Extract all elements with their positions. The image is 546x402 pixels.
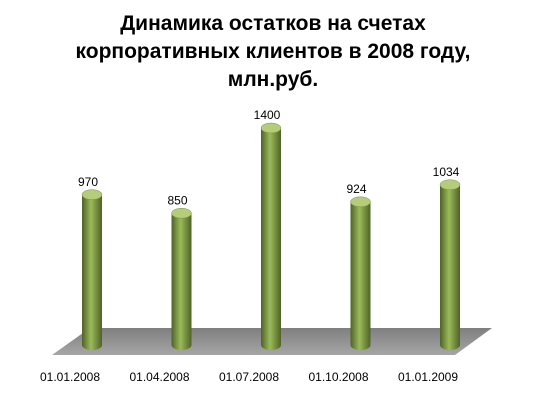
value-label: 970 <box>78 175 98 189</box>
bar-top <box>260 122 282 134</box>
bar-top <box>81 189 103 200</box>
x-tick-label: 01.01.2009 <box>398 370 458 384</box>
bar-top <box>171 208 192 219</box>
value-label: 1400 <box>254 108 281 122</box>
value-label: 924 <box>346 182 366 196</box>
chart-title: Динамика остатков на счетах корпоративны… <box>75 12 471 91</box>
bar-top <box>439 179 461 190</box>
value-label: 850 <box>167 193 187 207</box>
x-tick-label: 01.01.2008 <box>40 370 100 384</box>
bar <box>82 194 102 350</box>
value-label: 1034 <box>433 165 460 179</box>
x-tick-label: 01.10.2008 <box>308 370 368 384</box>
bar <box>171 213 192 350</box>
bar <box>440 184 460 350</box>
bar-top <box>350 196 371 208</box>
bar <box>350 201 371 350</box>
x-tick-label: 01.04.2008 <box>129 370 189 384</box>
bar <box>261 128 281 350</box>
x-tick-label: 01.07.2008 <box>219 370 279 384</box>
